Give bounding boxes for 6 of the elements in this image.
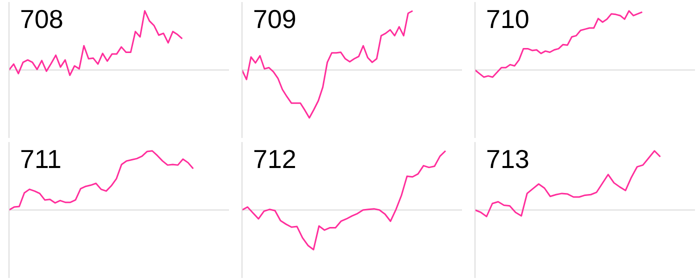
chart-title: 708 <box>20 4 64 35</box>
chart-title: 710 <box>486 4 530 35</box>
chart-title: 709 <box>253 4 296 35</box>
chart-title: 711 <box>20 144 62 175</box>
chart-title: 713 <box>486 144 530 175</box>
chart-title: 712 <box>253 144 296 175</box>
